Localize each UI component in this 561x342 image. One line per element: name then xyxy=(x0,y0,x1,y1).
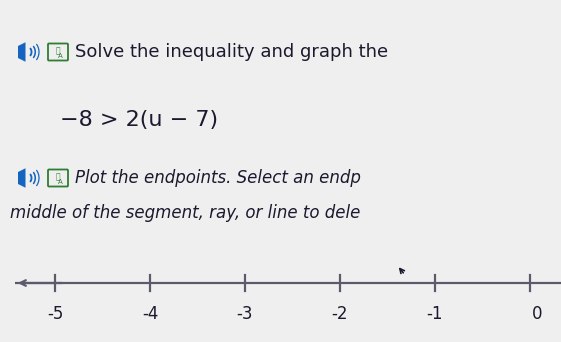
Text: 0: 0 xyxy=(532,305,542,323)
Text: Plot the endpoints. Select an endp: Plot the endpoints. Select an endp xyxy=(75,169,361,187)
Text: A: A xyxy=(58,179,62,185)
Text: -5: -5 xyxy=(47,305,63,323)
Text: 文: 文 xyxy=(56,172,61,182)
Text: Solve the inequality and graph the: Solve the inequality and graph the xyxy=(75,43,388,61)
Text: -1: -1 xyxy=(427,305,443,323)
Text: −8 > 2(u − 7): −8 > 2(u − 7) xyxy=(60,110,218,130)
Text: -3: -3 xyxy=(237,305,253,323)
Text: -2: -2 xyxy=(332,305,348,323)
Text: A: A xyxy=(58,53,62,59)
Text: middle of the segment, ray, or line to dele: middle of the segment, ray, or line to d… xyxy=(10,204,360,222)
Polygon shape xyxy=(18,42,25,62)
Text: -4: -4 xyxy=(142,305,158,323)
Polygon shape xyxy=(18,168,25,188)
Text: 文: 文 xyxy=(56,47,61,55)
